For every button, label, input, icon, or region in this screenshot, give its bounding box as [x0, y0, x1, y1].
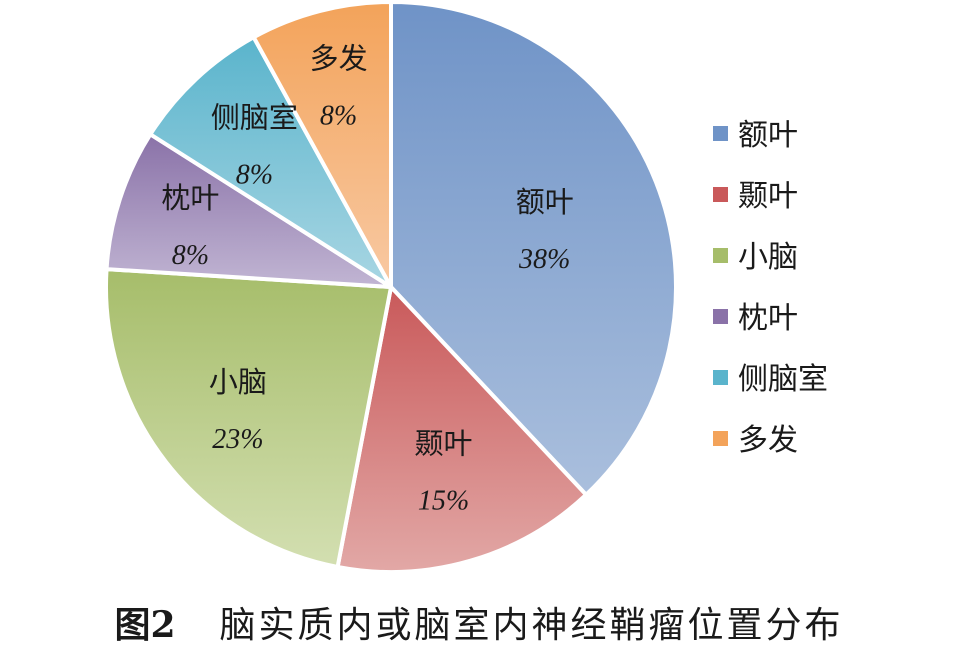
slice-percent-label: 15% [418, 486, 469, 517]
pie-slices [104, 0, 678, 574]
legend-label: 多发 [738, 423, 798, 458]
legend-swatch [713, 187, 728, 202]
pie-slice-slice-0 [389, 0, 678, 497]
slice-category-label: 多发 [310, 42, 368, 76]
pie-slice-slice-4 [148, 35, 393, 289]
pie-slice-slice-1 [335, 285, 589, 574]
figure-caption: 图2 脑实质内或脑室内神经鞘瘤位置分布 [0, 590, 958, 653]
slice-category-label: 小脑 [209, 365, 267, 399]
legend-label: 额叶 [738, 118, 798, 153]
legend-swatch [713, 309, 728, 324]
pie-slice-labels: 额叶 38% 颞叶 15% 小脑 23% 枕叶 8% 侧脑室 8% 多发 8% [161, 42, 573, 517]
legend-label: 枕叶 [738, 301, 798, 336]
legend-label: 颞叶 [738, 179, 798, 214]
figure-title: 脑实质内或脑室内神经鞘瘤位置分布 [219, 604, 844, 646]
slice-percent-label: 8% [320, 101, 357, 132]
legend-label: 侧脑室 [738, 362, 828, 397]
slice-category-label: 侧脑室 [211, 101, 298, 135]
pie-slice-slice-3 [104, 132, 393, 289]
legend-label: 小脑 [738, 240, 798, 275]
slice-percent-label: 38% [518, 244, 570, 275]
slice-percent-label: 23% [212, 424, 263, 455]
figure-number: 图2 [114, 603, 176, 646]
slice-category-label: 颞叶 [414, 427, 472, 461]
slice-percent-label: 8% [236, 160, 273, 191]
slice-percent-label: 8% [172, 240, 209, 271]
legend-swatch [713, 370, 728, 385]
legend-swatch [713, 126, 728, 141]
legend-swatch [713, 431, 728, 446]
slice-category-label: 枕叶 [161, 181, 219, 215]
slice-category-label: 额叶 [516, 185, 574, 219]
pie-slice-slice-2 [104, 267, 393, 569]
legend-swatch [713, 248, 728, 263]
pie-slice-slice-5 [251, 0, 393, 289]
pie-chart-area: 额叶 38% 颞叶 15% 小脑 23% 枕叶 8% 侧脑室 8% 多发 8% 额叶 颞叶 小脑 枕叶 侧脑室… [104, 0, 828, 574]
